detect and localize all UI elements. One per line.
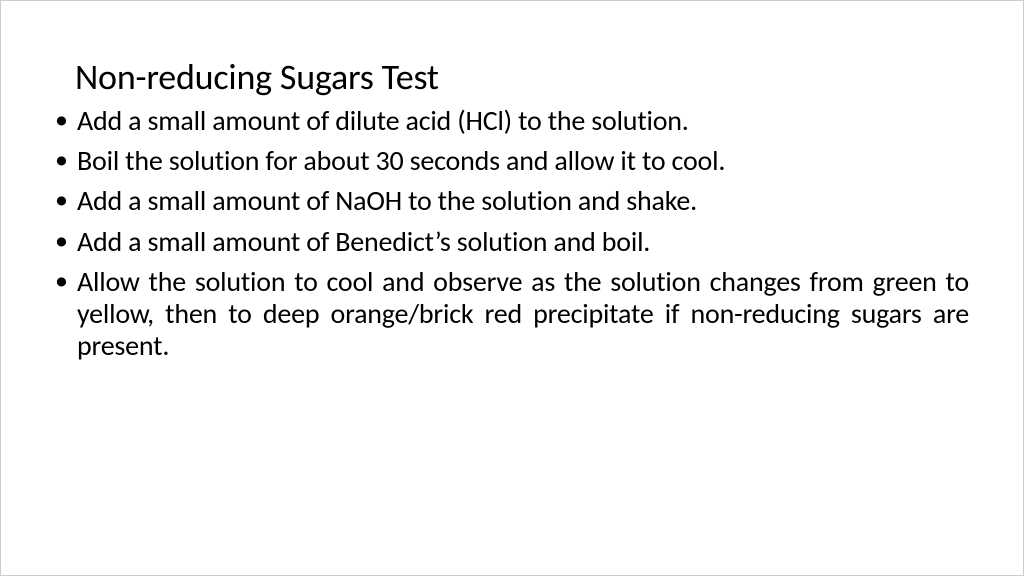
slide: Non-reducing Sugars Test Add a small amo… [0, 0, 1024, 576]
list-item: Add a small amount of dilute acid (HCl) … [55, 105, 969, 137]
list-item: Boil the solution for about 30 seconds a… [55, 145, 969, 177]
list-item: Add a small amount of Benedict’s solutio… [55, 226, 969, 258]
list-item: Allow the solution to cool and observe a… [55, 266, 969, 363]
slide-title: Non-reducing Sugars Test [75, 55, 1023, 99]
list-item: Add a small amount of NaOH to the soluti… [55, 185, 969, 217]
bullet-list: Add a small amount of dilute acid (HCl) … [55, 105, 969, 362]
